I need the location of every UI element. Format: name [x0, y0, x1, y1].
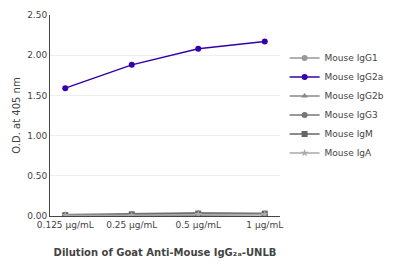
svg-text:1.50: 1.50	[27, 91, 47, 101]
svg-text:O.D. at 405 nm: O.D. at 405 nm	[11, 77, 22, 153]
svg-text:0.125 μg/mL: 0.125 μg/mL	[37, 220, 94, 230]
svg-text:1 μg/mL: 1 μg/mL	[246, 220, 283, 230]
svg-text:0.25 μg/mL: 0.25 μg/mL	[106, 220, 157, 230]
svg-text:Mouse IgG1: Mouse IgG1	[325, 53, 378, 63]
svg-text:1.00: 1.00	[27, 131, 47, 141]
svg-text:Mouse IgG2b: Mouse IgG2b	[325, 91, 384, 101]
svg-text:Mouse IgG3: Mouse IgG3	[325, 110, 378, 120]
svg-text:0.5 μg/mL: 0.5 μg/mL	[176, 220, 221, 230]
svg-text:Dilution of Goat Anti-Mouse Ig: Dilution of Goat Anti-Mouse IgG₂ₐ-UNLB	[54, 247, 277, 258]
svg-text:0.00: 0.00	[27, 211, 47, 221]
svg-text:Mouse IgG2a: Mouse IgG2a	[325, 72, 384, 82]
svg-text:2.00: 2.00	[27, 50, 47, 60]
svg-text:0.50: 0.50	[27, 171, 47, 181]
svg-text:Mouse IgM: Mouse IgM	[325, 129, 373, 139]
svg-text:Mouse IgA: Mouse IgA	[325, 148, 372, 158]
svg-text:2.50: 2.50	[27, 10, 47, 20]
